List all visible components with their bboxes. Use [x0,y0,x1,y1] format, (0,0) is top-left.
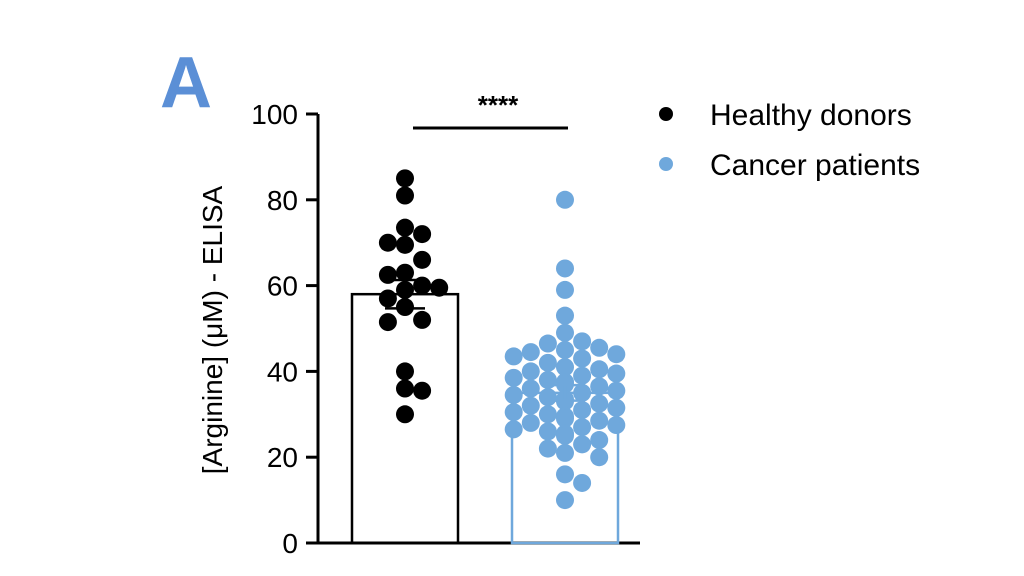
point-1 [538,405,557,424]
point-1 [573,349,592,368]
point-0 [396,218,414,237]
point-1 [538,353,557,372]
bars [350,292,620,545]
point-1 [504,385,523,404]
point-0 [413,250,432,269]
point-0 [413,381,432,400]
point-1 [556,306,574,325]
point-1 [573,332,592,351]
point-1 [607,364,626,383]
y-tick-label: 60 [267,271,298,302]
point-0 [396,169,414,188]
point-1 [573,401,592,420]
point-1 [590,338,609,357]
point-0 [413,310,432,329]
point-1 [538,334,557,353]
significance-label: **** [478,90,519,120]
point-0 [396,186,414,205]
point-1 [556,465,574,484]
point-1 [521,396,540,415]
point-1 [607,345,626,364]
point-0 [430,278,449,297]
point-1 [556,358,574,377]
point-1 [521,362,540,381]
point-1 [538,388,557,407]
point-1 [556,340,574,359]
point-1 [556,190,574,209]
point-1 [590,394,609,413]
point-1 [590,431,609,450]
point-1 [607,398,626,417]
point-1 [590,360,609,379]
point-1 [573,366,592,385]
point-1 [573,383,592,402]
point-1 [607,416,626,435]
point-0 [396,235,414,254]
point-0 [396,379,414,398]
point-1 [556,443,574,462]
point-1 [590,448,609,467]
point-1 [504,368,523,387]
point-1 [590,377,609,396]
point-0 [413,225,432,244]
panel-letter: A [160,43,212,123]
point-1 [573,473,592,492]
point-1 [504,403,523,422]
y-tick-label: 20 [267,442,298,473]
point-1 [538,439,557,458]
point-1 [556,426,574,445]
point-1 [521,379,540,398]
y-axis-label: [Arginine] (μM) - ELISA [197,185,228,474]
point-1 [504,420,523,439]
legend-marker-healthy [659,107,673,121]
point-1 [556,280,574,299]
error-bars [385,278,585,402]
point-1 [556,409,574,428]
point-1 [590,411,609,430]
point-0 [378,233,397,252]
point-0 [396,362,414,381]
y-tick-label: 100 [251,99,298,130]
point-1 [573,418,592,437]
point-0 [396,405,414,424]
legend-label-cancer: Cancer patients [710,149,920,182]
legend: Healthy donors Cancer patients [659,99,920,182]
data-points [378,169,626,510]
point-1 [607,381,626,400]
point-0 [396,263,414,282]
point-1 [556,259,574,278]
point-0 [378,289,397,308]
point-1 [521,343,540,362]
point-1 [504,347,523,366]
point-1 [538,422,557,441]
point-1 [521,413,540,432]
point-1 [556,323,574,342]
legend-marker-cancer [659,157,673,171]
point-0 [378,313,397,332]
point-1 [573,435,592,454]
y-tick-label: 40 [267,356,298,387]
legend-label-healthy: Healthy donors [710,99,912,132]
y-tick-label: 80 [267,185,298,216]
y-tick-label: 0 [282,528,298,559]
point-1 [556,491,574,510]
